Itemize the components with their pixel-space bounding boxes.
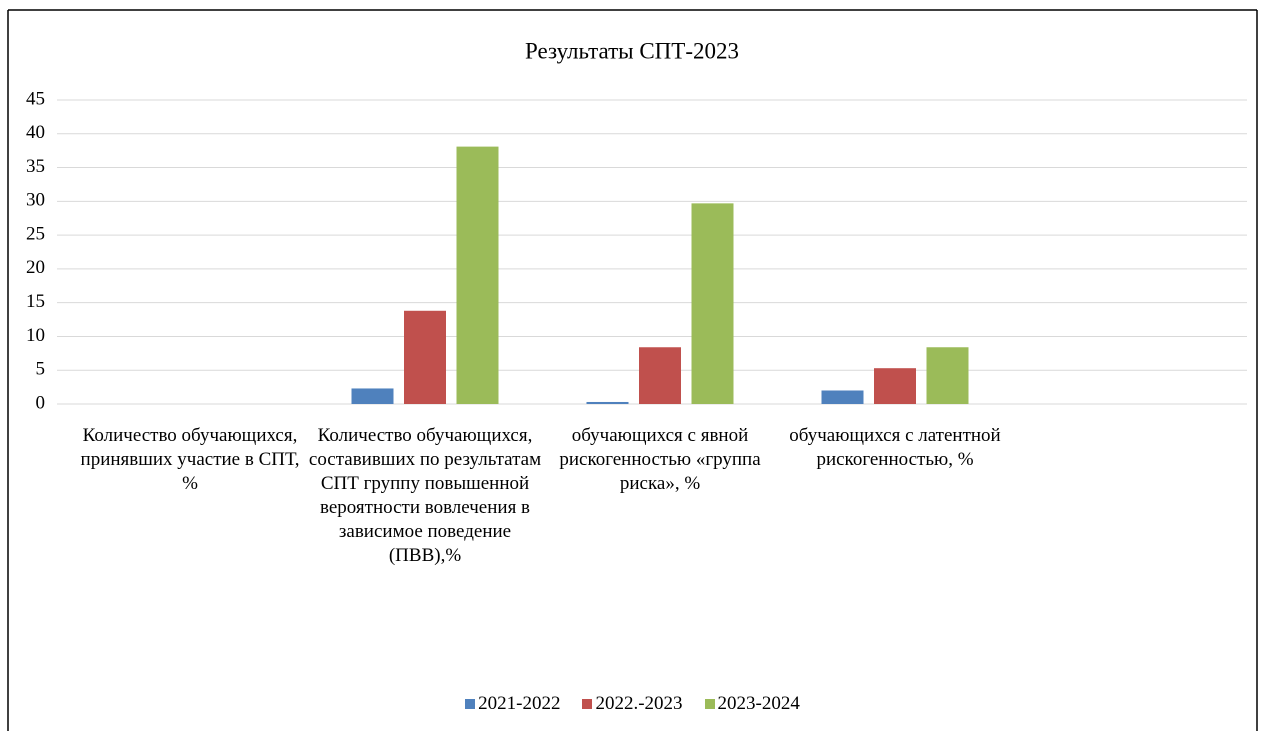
x-tick-label: Количество обучающихся, принявших участи… [80,425,300,494]
bar [456,146,499,404]
y-tick-label: 0 [36,392,46,413]
legend-label: 2022.-2023 [595,693,683,714]
legend-item: 2023-2024 [704,693,800,715]
x-tick-label: Количество обучающихся, составивших по р… [308,425,542,566]
bar [351,388,394,404]
y-tick-label: 5 [36,359,46,380]
legend-label: 2023-2024 [717,693,800,714]
bar [691,203,734,404]
bar [404,310,446,404]
y-tick-label: 45 [26,88,45,109]
y-tick-label: 10 [26,325,45,346]
legend-swatch [704,699,715,709]
bar [821,390,864,404]
chart-title: Результаты СПТ-2023 [525,38,739,63]
y-tick-label: 25 [26,223,45,244]
x-tick-label: обучающихся с явной рискогенностью «груп… [559,425,761,494]
x-tick-label: обучающихся с латентной рискогенностью, … [789,425,1001,470]
legend-label: 2021-2022 [478,693,561,714]
y-tick-label: 35 [26,156,45,177]
y-tick-label: 15 [26,291,45,312]
bar [586,401,629,404]
legend-item: 2022.-2023 [582,693,683,715]
bar [926,347,969,404]
bar [874,368,916,404]
bar [639,347,681,404]
y-tick-label: 40 [26,122,45,143]
legend-swatch [582,699,593,709]
legend: 2021-2022 2022.-2023 2023-2024 [0,693,1265,715]
y-tick-label: 30 [26,190,45,211]
legend-swatch [465,699,476,709]
y-tick-label: 20 [26,257,45,278]
legend-item: 2021-2022 [465,693,560,715]
